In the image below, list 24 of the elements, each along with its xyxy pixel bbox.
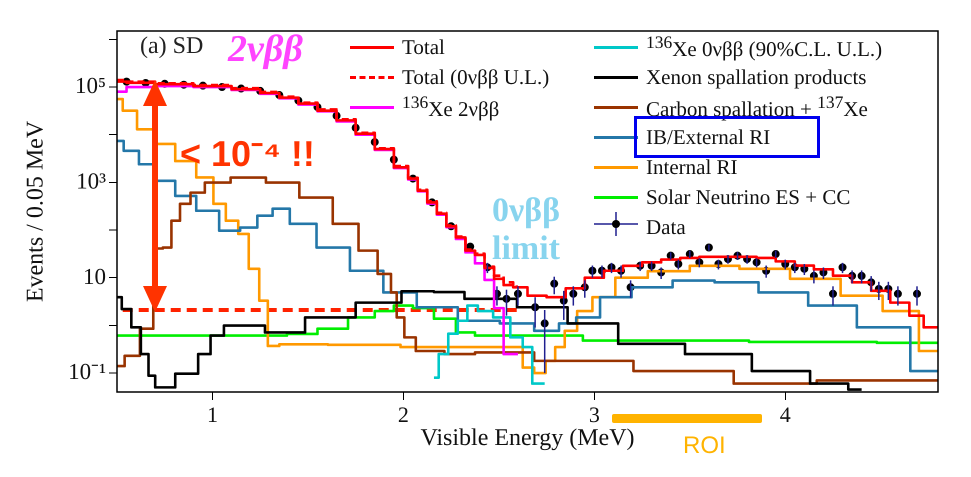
annotation: 2νββ [228,27,303,71]
y-tick-label: 10⁻¹ [68,359,106,384]
legend-label: $^{136}$Xe 2νββ [402,92,500,122]
x-tick-label: 4 [780,402,791,427]
legend-label: Data [646,214,686,240]
annotation: (a) SD [140,33,204,60]
y-tick-label: 10 [83,264,106,289]
x-tick-label: 1 [206,402,218,427]
annotation: 0νββ limit [490,192,560,268]
legend-label: Carbon spallation + $^{137}$Xe [646,92,868,122]
y-axis-title: Events / 0.05 MeV [22,120,49,302]
y-tick-label: 10³ [76,168,106,194]
y-tick-label: 10⁵ [74,73,106,98]
legend-label: Internal RI [646,154,738,180]
x-axis-title: Visible Energy (MeV) [420,424,635,451]
legend-label: Total [402,34,445,60]
x-tick-label: 2 [398,402,409,427]
legend-label: Xenon spallation products [646,64,866,90]
legend-label: $^{136}$Xe 0νββ (90%C.L. U.L.) [646,32,882,62]
legend-label: Total (0νββ U.L.) [402,64,550,90]
x-tick-label: 3 [588,402,600,427]
legend-label: Solar Neutrino ES + CC [646,184,850,210]
legend-label: IB/External RI [646,124,770,150]
text: ROI [683,432,726,460]
